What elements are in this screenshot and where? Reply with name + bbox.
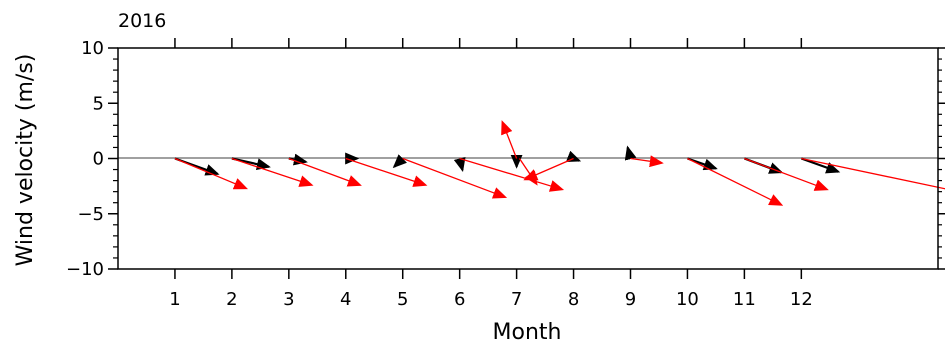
- y-tick-label: 5: [93, 93, 104, 114]
- plot-frame: [117, 47, 939, 270]
- red-wind-vector: [402, 157, 508, 199]
- y-tick-label: 0: [93, 149, 104, 170]
- y-tick-label: 10: [81, 38, 104, 59]
- black-wind-vector: [565, 150, 582, 162]
- x-tick-label: 4: [340, 289, 351, 310]
- x-tick-label: 7: [511, 289, 522, 310]
- chart-title: 2016: [118, 10, 166, 32]
- red-wind-vector: [288, 157, 362, 187]
- red-wind-vector: [687, 157, 784, 206]
- x-tick-label: 5: [397, 289, 408, 310]
- y-tick-label: −5: [77, 204, 104, 225]
- red-wind-vector: [501, 120, 518, 159]
- x-tick-label: 10: [676, 289, 699, 310]
- x-tick-label: 1: [169, 289, 180, 310]
- red-wind-vector: [744, 157, 829, 191]
- y-axis-title: Wind velocity (m/s): [13, 54, 38, 267]
- black-wind-vector: [392, 154, 407, 169]
- black-wind-vector: [800, 157, 841, 174]
- x-tick-label: 12: [790, 289, 813, 310]
- x-tick-label: 2: [226, 289, 237, 310]
- x-tick-label: 8: [568, 289, 579, 310]
- y-tick-label: −10: [66, 259, 104, 280]
- red-wind-vector: [231, 157, 314, 187]
- red-wind-vector: [630, 155, 664, 168]
- x-tick-label: 3: [283, 289, 294, 310]
- red-wind-vector: [518, 158, 538, 186]
- red-wind-vector: [174, 157, 248, 190]
- x-tick-label: 9: [625, 289, 636, 310]
- x-axis-title: Month: [493, 320, 562, 345]
- red-wind-vector: [345, 157, 428, 187]
- red-wind-vector: [459, 157, 565, 192]
- vectors-layer: [174, 120, 945, 206]
- black-wind-vector: [624, 145, 637, 161]
- red-wind-vector: [801, 157, 945, 190]
- x-tick-label: 11: [733, 289, 756, 310]
- black-wind-vector: [453, 157, 466, 173]
- red-wind-vector: [523, 157, 574, 181]
- x-tick-label: 6: [454, 289, 465, 310]
